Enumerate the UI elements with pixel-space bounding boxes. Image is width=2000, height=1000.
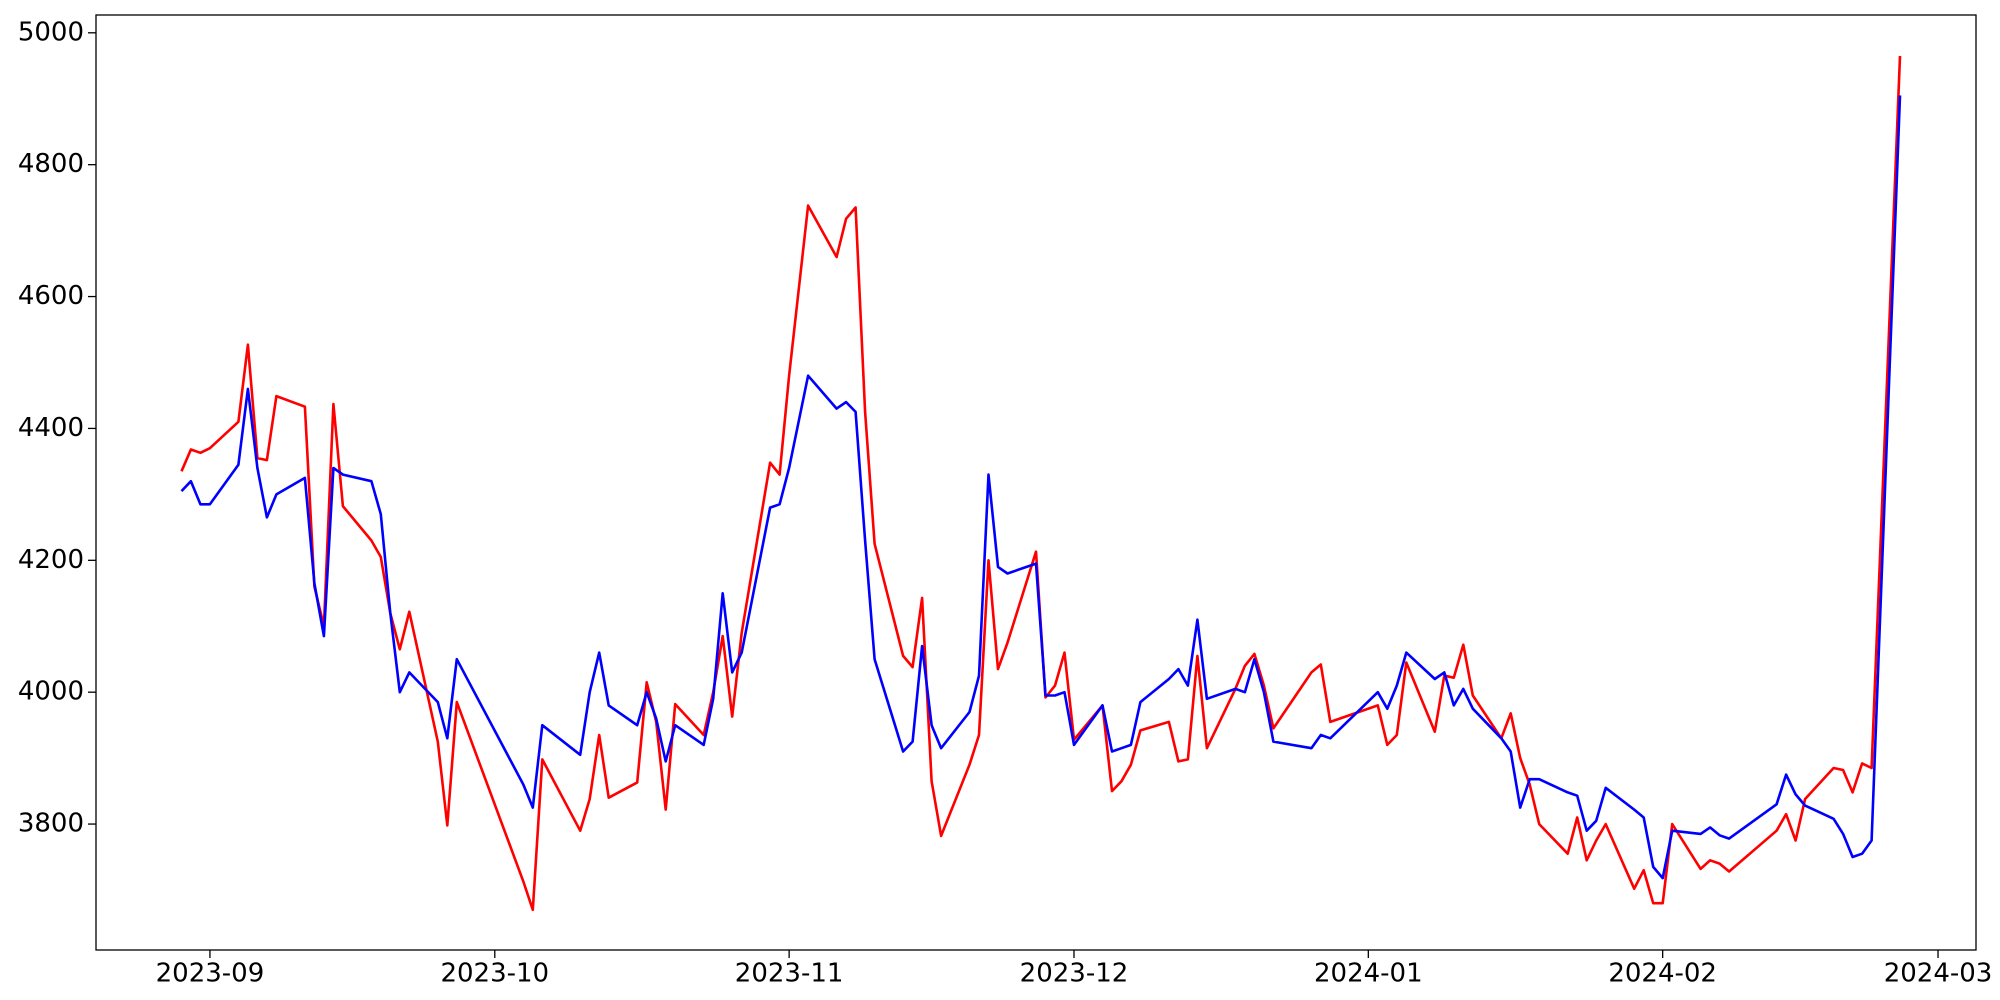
y-tick-label: 4800: [18, 149, 84, 179]
x-tick-label: 2024-02: [1608, 959, 1717, 989]
y-tick-label: 4200: [18, 545, 84, 575]
y-tick-label: 4000: [18, 677, 84, 707]
x-tick-label: 2023-11: [735, 959, 844, 989]
y-tick-label: 4400: [18, 413, 84, 443]
series-line: [180, 55, 1902, 912]
x-tick-label: 2023-09: [156, 959, 265, 989]
y-tick-label: 5000: [18, 17, 84, 47]
x-tick-label: 2023-10: [440, 959, 549, 989]
series-line: [180, 95, 1902, 880]
x-tick-label: 2023-12: [1020, 959, 1129, 989]
x-tick-label: 2024-03: [1884, 959, 1993, 989]
y-tick-label: 4600: [18, 281, 84, 311]
plot-frame: [95, 14, 1977, 951]
x-tick-label: 2024-01: [1314, 959, 1423, 989]
y-tick-label: 3800: [18, 809, 84, 839]
